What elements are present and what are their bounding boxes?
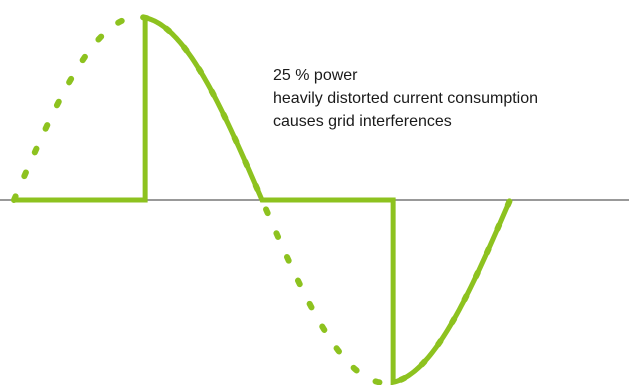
annotation-text: 25 % power heavily distorted current con… <box>273 64 538 133</box>
annotation-distortion-label: heavily distorted current consumption <box>273 90 539 107</box>
reference-sine-wave-dashed <box>11 13 513 385</box>
phase-cut-current-waveform <box>14 14 513 385</box>
annotation-interference-label: causes grid interferences <box>273 113 452 130</box>
annotation-power-label: 25 % power <box>273 67 358 84</box>
